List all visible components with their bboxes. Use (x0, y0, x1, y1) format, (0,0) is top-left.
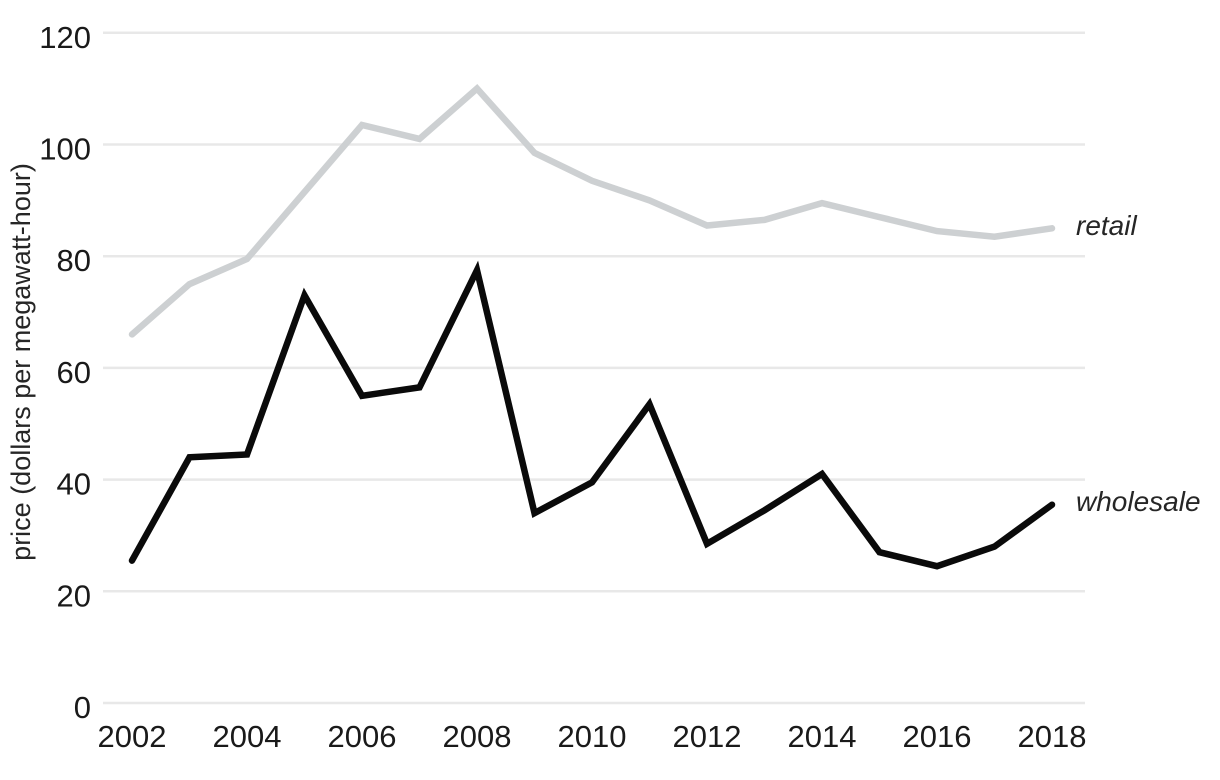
retail-line (128, 84, 1056, 338)
x-axis-tick-label: 2006 (328, 719, 397, 754)
wholesale-line (128, 260, 1056, 570)
y-axis-tick-label: 40 (57, 467, 91, 502)
y-axis-tick-label: 120 (39, 20, 91, 55)
y-axis-tick-label: 60 (57, 355, 91, 390)
x-axis-tick-label: 2002 (98, 719, 167, 754)
y-axis-tick-label: 80 (57, 243, 91, 278)
y-axis-title: price (dollars per megawatt-hour) (6, 163, 36, 561)
x-axis-tick-label: 2016 (903, 719, 972, 754)
x-axis-tick-label: 2010 (558, 719, 627, 754)
retail-label: retail (1076, 210, 1137, 241)
y-axis-tick-label: 0 (74, 690, 91, 725)
y-axis-tick-label: 20 (57, 578, 91, 613)
x-axis-tick-label: 2012 (673, 719, 742, 754)
x-axis-tick-label: 2008 (443, 719, 512, 754)
x-axis-tick-label: 2018 (1018, 719, 1087, 754)
x-axis-tick-label: 2004 (213, 719, 282, 754)
x-axis-tick-label: 2014 (788, 719, 857, 754)
wholesale-label: wholesale (1076, 486, 1201, 517)
y-axis-tick-label: 100 (39, 132, 91, 167)
